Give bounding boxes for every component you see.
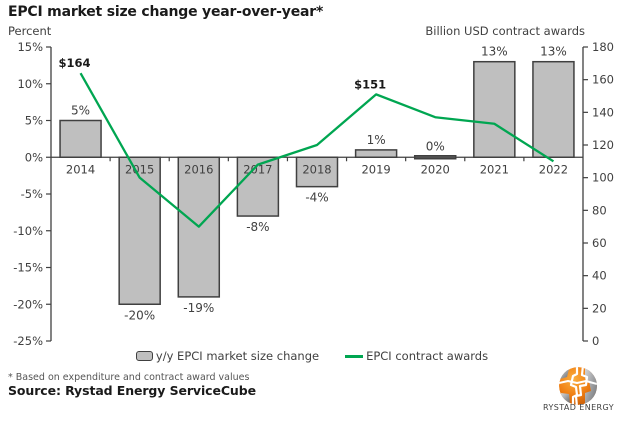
- x-axis-year-label: 2022: [539, 162, 568, 176]
- bar-value-label: -19%: [183, 301, 214, 315]
- right-axis-tick-label: 180: [592, 40, 614, 54]
- right-axis-tick-label: 100: [592, 171, 614, 185]
- left-axis-tick-label: -5%: [21, 187, 43, 201]
- right-axis-tick-label: 120: [592, 138, 614, 152]
- legend-bar-label: y/y EPCI market size change: [155, 349, 320, 363]
- x-axis-year-label: 2015: [125, 162, 154, 176]
- x-axis-year-label: 2021: [480, 162, 509, 176]
- bar-series-swatch-icon: [135, 351, 153, 361]
- x-axis-year-label: 2016: [184, 162, 213, 176]
- left-axis-tick-label: 5%: [25, 114, 43, 128]
- x-axis-year-label: 2014: [66, 162, 95, 176]
- left-axis-tick-label: -20%: [13, 297, 43, 311]
- rystad-energy-logo-icon: [559, 367, 597, 405]
- right-axis-tick-label: 0: [592, 334, 599, 348]
- legend-line-label: EPCI contract awards: [366, 349, 489, 363]
- right-axis-title: Billion USD contract awards: [425, 24, 585, 38]
- bar-value-label: 1%: [367, 133, 386, 147]
- bar-value-label: 13%: [481, 45, 508, 59]
- left-axis-tick-label: -10%: [13, 224, 43, 238]
- bar-value-label: -4%: [305, 191, 328, 205]
- left-axis-tick-label: -15%: [13, 261, 43, 275]
- x-axis-year-label: 2019: [361, 162, 390, 176]
- bar-2022: [532, 60, 575, 159]
- bar-value-label: -8%: [246, 220, 269, 234]
- bar-value-label: 5%: [71, 104, 90, 118]
- line-annotation-label: $151: [354, 77, 386, 91]
- right-axis-tick-label: 40: [592, 269, 607, 283]
- bar-value-label: 0%: [426, 139, 445, 153]
- bar-2015: [118, 156, 161, 305]
- x-axis-year-label: 2018: [302, 162, 331, 176]
- source-attribution: Source: Rystad Energy ServiceCube: [8, 383, 256, 398]
- line-annotation-label: $164: [59, 56, 91, 70]
- bar-2021: [473, 60, 516, 159]
- left-axis-tick-label: 0%: [25, 150, 43, 164]
- chart-legend: y/y EPCI market size change EPCI contrac…: [0, 349, 624, 363]
- bar-2019: [354, 149, 398, 158]
- footnote: * Based on expenditure and contract awar…: [8, 372, 250, 383]
- legend-item-bar: y/y EPCI market size change: [135, 349, 320, 363]
- chart-title: EPCI market size change year-over-year*: [8, 4, 324, 20]
- line-series-swatch-icon: [345, 354, 364, 358]
- right-axis-tick-label: 60: [592, 236, 607, 250]
- right-axis-tick-label: 80: [592, 203, 607, 217]
- rystad-energy-logo-label: RYSTAD ENERGY: [543, 403, 614, 412]
- legend-item-line: EPCI contract awards: [345, 349, 488, 363]
- left-axis-tick-label: -25%: [13, 334, 43, 348]
- contract-awards-line: [79, 72, 555, 228]
- right-axis-tick-label: 140: [592, 105, 614, 119]
- left-axis-tick-label: 15%: [17, 40, 43, 54]
- bar-2014: [59, 119, 102, 158]
- bar-2017: [236, 156, 280, 217]
- x-axis-year-label: 2020: [421, 162, 450, 176]
- bar-value-label: 13%: [540, 45, 567, 59]
- left-axis-title: Percent: [8, 24, 52, 38]
- right-axis-tick-label: 20: [592, 301, 607, 315]
- bar-value-label: -20%: [124, 308, 155, 322]
- left-axis-tick-label: 10%: [17, 77, 43, 91]
- right-axis-tick-label: 160: [592, 73, 614, 87]
